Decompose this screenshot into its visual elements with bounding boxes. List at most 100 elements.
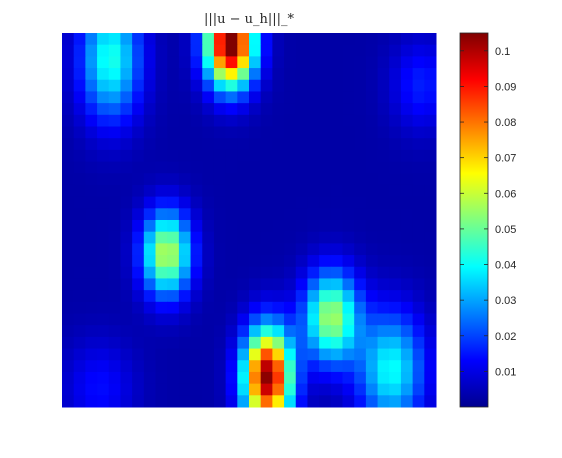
heatmap-cell [424, 325, 437, 338]
heatmap-cell [97, 255, 110, 268]
heatmap-cell [225, 173, 238, 186]
heatmap-cell [167, 395, 180, 408]
heatmap-cell [272, 79, 285, 92]
heatmap-cell [190, 138, 203, 151]
heatmap-cell [354, 336, 367, 350]
heatmap-cell [330, 325, 343, 338]
heatmap-cell [365, 184, 379, 198]
heatmap-cell [202, 383, 215, 396]
heatmap-cell [143, 161, 156, 174]
heatmap-cell [389, 278, 402, 291]
heatmap-cell [143, 149, 156, 163]
heatmap-cell [73, 161, 86, 174]
heatmap-cell [73, 208, 86, 221]
heatmap-cell [155, 149, 168, 163]
heatmap-cell [365, 91, 379, 104]
heatmap-cell [132, 208, 145, 221]
heatmap-cell [190, 255, 203, 268]
heatmap-cell [412, 336, 425, 350]
heatmap-cell [319, 56, 332, 69]
heatmap-cell [272, 114, 285, 127]
heatmap-cell [249, 220, 262, 233]
heatmap-cell [319, 161, 332, 174]
heatmap-cell [400, 301, 414, 314]
heatmap-cell [120, 161, 133, 174]
heatmap-cell [284, 360, 297, 373]
heatmap-cell [412, 126, 425, 139]
heatmap-cell [307, 33, 320, 46]
heatmap-cell [62, 126, 75, 139]
heatmap-cell [73, 196, 86, 209]
heatmap-cell [225, 56, 238, 69]
heatmap-cell [330, 243, 343, 256]
heatmap-cell [307, 266, 320, 279]
heatmap-cell [272, 208, 285, 221]
heatmap-cell [85, 103, 98, 116]
heatmap-cell [202, 196, 215, 209]
heatmap-cell [178, 196, 192, 209]
heatmap-cell [249, 68, 262, 81]
heatmap-cell [249, 149, 262, 163]
heatmap-cell [97, 33, 110, 46]
heatmap-cell [319, 255, 332, 268]
heatmap-cell [342, 395, 355, 408]
heatmap-cell [120, 243, 133, 256]
heatmap-cell [202, 266, 215, 279]
heatmap-cell [225, 91, 238, 104]
heatmap-cell [155, 126, 168, 139]
heatmap-cell [365, 278, 379, 291]
heatmap-cell [108, 383, 121, 396]
heatmap-cell [354, 290, 367, 303]
heatmap-cell [377, 313, 390, 326]
heatmap-cell [213, 44, 227, 57]
heatmap-cell [319, 196, 332, 209]
heatmap-cell [377, 56, 390, 69]
heatmap-cell [62, 56, 75, 69]
heatmap-cell [167, 114, 180, 127]
heatmap-cell [295, 196, 308, 209]
heatmap-cell [237, 383, 250, 396]
heatmap-cell [178, 33, 192, 46]
heatmap-cell [178, 220, 192, 233]
heatmap-cell [342, 138, 355, 151]
heatmap-cell [342, 360, 355, 373]
heatmap-cell [412, 114, 425, 127]
heatmap-cell [365, 231, 379, 244]
heatmap-cell [237, 33, 250, 46]
heatmap-cell [85, 208, 98, 221]
heatmap-cell [295, 395, 308, 408]
heatmap-cell [260, 278, 273, 291]
colorbar-tick-label: 0.04 [495, 260, 516, 272]
heatmap-cell [307, 395, 320, 408]
heatmap-cell [424, 33, 437, 46]
heatmap-cell [213, 301, 227, 314]
heatmap-cell [225, 371, 238, 385]
heatmap-cell [354, 395, 367, 408]
heatmap-cell [412, 33, 425, 46]
heatmap-cell [225, 336, 238, 350]
heatmap-cell [319, 79, 332, 92]
heatmap-cell [97, 91, 110, 104]
heatmap-cell [108, 278, 121, 291]
heatmap-cell [167, 184, 180, 198]
heatmap-cell [85, 395, 98, 408]
heatmap-cell [132, 395, 145, 408]
heatmap-cell [330, 196, 343, 209]
heatmap-cell [295, 103, 308, 116]
heatmap-cell [202, 184, 215, 198]
heatmap-cell [389, 161, 402, 174]
heatmap-cell [178, 68, 192, 81]
heatmap-cell [365, 33, 379, 46]
heatmap-cell [143, 184, 156, 198]
heatmap-cell [62, 383, 75, 396]
heatmap-cell [284, 313, 297, 326]
heatmap-cell [249, 290, 262, 303]
heatmap-cell [330, 126, 343, 139]
heatmap-cell [330, 56, 343, 69]
heatmap-cell [97, 149, 110, 163]
heatmap-cell [377, 173, 390, 186]
heatmap-cell [330, 208, 343, 221]
heatmap-cell [400, 336, 414, 350]
heatmap-cell [62, 138, 75, 151]
heatmap-cell [237, 371, 250, 385]
